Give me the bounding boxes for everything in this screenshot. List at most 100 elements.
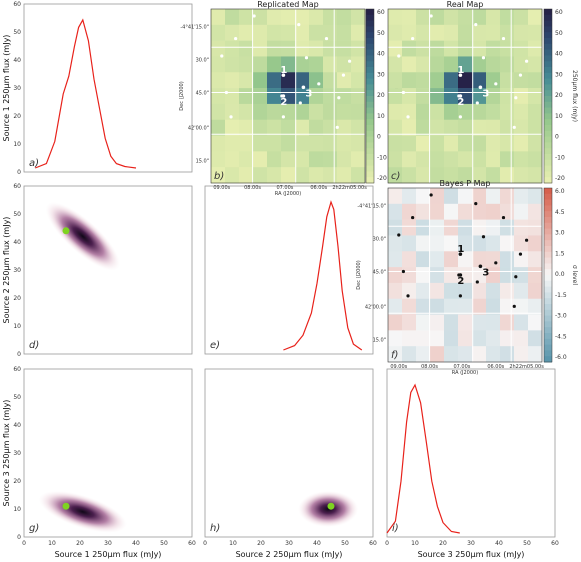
prior-source-dot [335,125,339,129]
colorbar-segment [366,72,374,80]
map-pixel [444,135,459,152]
map-pixel [402,346,417,363]
colorbar-segment [544,280,552,288]
panel-label: g) [29,523,39,534]
true-value-marker [62,502,70,510]
map-pixel [351,151,366,168]
map-pixel [309,119,324,136]
map-pixel [337,167,352,184]
y-tick-label: 20 [13,113,21,120]
map-pixel [309,40,324,57]
map-pixel [472,24,487,41]
x-tick-label: 60 [188,540,196,547]
y-tick-label: 10 [13,323,21,330]
map-pixel [239,103,254,121]
map-pixel [351,40,366,57]
map-pixel [416,9,431,26]
map-pixel [472,330,487,347]
map-pixel [528,314,543,331]
map-pixel [323,119,338,136]
numbered-source-dot [458,73,463,77]
map-pixel [337,135,352,152]
map-pixel [430,314,445,331]
map-pixel [486,103,501,121]
x-axis-label: Source 2 250μm flux (mJy) [236,550,343,559]
map-pixel [323,72,338,89]
map-pixel [281,40,296,57]
map-pixel [486,40,501,57]
map-x-tick: 09.00s [390,364,407,370]
panel-label: c) [391,171,400,182]
prior-source-dot [474,202,478,206]
colorbar-segment [544,159,552,167]
map-pixel [281,167,296,184]
map-pixel [402,40,417,57]
colorbar-segment [544,240,552,247]
colorbar-segment [366,55,374,62]
map-pixel [281,9,296,26]
map-pixel [402,188,417,205]
map-pixel [253,40,268,57]
map-pixel [388,119,403,136]
map-pixel [211,40,226,57]
map-pixel [430,235,445,252]
prior-source-dot [494,82,498,86]
map-pixel [500,330,515,347]
map-x-tick: 2h22m05.00s [332,185,367,191]
x-tick-label: 20 [439,540,447,547]
map-pixel [402,282,417,300]
colorbar-segment [366,148,374,155]
colorbar-segment [544,165,552,172]
map-pixel [295,72,310,89]
panel-i-axes [386,368,556,538]
prior-source-dot [298,101,302,105]
colorbar-segment [544,90,552,97]
map-pixel [500,40,515,57]
map-pixel [514,188,529,205]
colorbar-segment [366,67,374,74]
source-label: 3 [482,88,489,99]
map-x-tick: 06.00s [487,364,504,370]
source-label: 1 [457,244,464,255]
colorbar-tick: 30 [377,71,385,78]
colorbar-segment [544,177,552,184]
colorbar-segment [366,90,374,97]
y-tick-label: 10 [13,141,21,148]
map-pixel [472,103,487,121]
y-tick-label: 30 [13,85,21,92]
colorbar-segment [366,119,374,126]
prior-source-dot [406,115,410,119]
map-pixel [444,267,459,284]
map-pixel [514,9,529,26]
map-pixel [225,103,240,121]
map-pixel [430,119,445,136]
kde-curve [283,200,363,351]
map-pixel [500,135,515,152]
map-pixel [472,56,487,73]
map-pixel [388,267,403,284]
map-pixel [225,151,240,168]
map-pixel [281,119,296,136]
map-pixel [430,346,445,363]
map-pixel [458,188,473,205]
map-pixel [444,72,459,89]
prior-source-dot [341,73,346,77]
map-pixel [239,40,254,57]
y-axis-label: Source 2 250μm flux (mJy) [2,217,11,324]
colorbar-tick: 0 [555,134,559,141]
map-pixel [444,346,459,363]
colorbar-tick: 20 [377,92,385,99]
map-pixel [486,298,501,315]
colorbar-tick: 30 [555,71,563,78]
map-pixel [430,9,445,26]
map-pixel [514,282,529,300]
colorbar-segment [544,136,552,143]
map-pixel [211,88,226,105]
map-pixel [528,298,543,315]
colorbar-segment [366,159,374,167]
map-pixel [514,330,529,347]
map-pixel [458,135,473,152]
map-pixel [239,119,254,136]
map-pixel [430,219,445,236]
prior-source-dot [525,238,529,242]
